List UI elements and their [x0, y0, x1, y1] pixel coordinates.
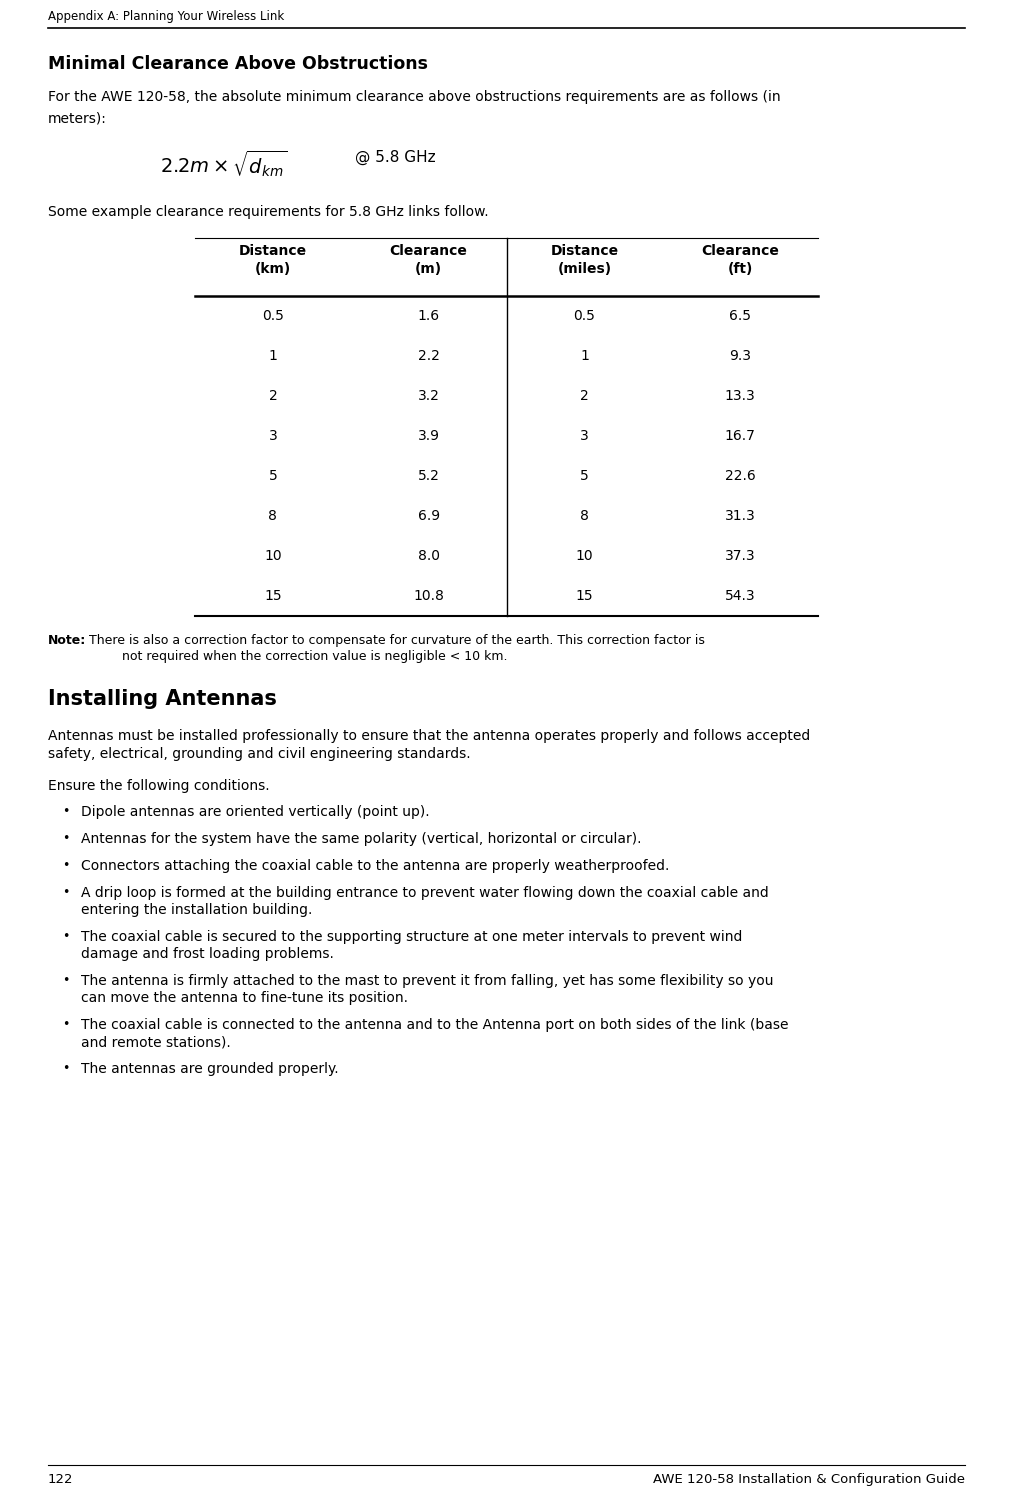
Text: Minimal Clearance Above Obstructions: Minimal Clearance Above Obstructions	[48, 56, 428, 74]
Text: •: •	[63, 833, 70, 844]
Text: 8.0: 8.0	[417, 549, 440, 562]
Text: 3: 3	[268, 429, 278, 442]
Text: 3.9: 3.9	[417, 429, 440, 442]
Text: 2.2: 2.2	[417, 350, 440, 363]
Text: 13.3: 13.3	[724, 388, 756, 404]
Text: $2.2m \times \sqrt{d_{km}}$: $2.2m \times \sqrt{d_{km}}$	[160, 148, 288, 178]
Text: 15: 15	[264, 590, 282, 603]
Text: Dipole antennas are oriented vertically (point up).: Dipole antennas are oriented vertically …	[81, 806, 430, 819]
Text: 31.3: 31.3	[724, 509, 756, 524]
Text: 122: 122	[48, 1473, 74, 1486]
Text: 10: 10	[575, 549, 594, 562]
Text: damage and frost loading problems.: damage and frost loading problems.	[81, 946, 334, 962]
Text: •: •	[63, 1062, 70, 1076]
Text: Clearance
(m): Clearance (m)	[390, 244, 468, 276]
Text: •: •	[63, 930, 70, 944]
Text: not required when the correction value is negligible < 10 km.: not required when the correction value i…	[122, 650, 508, 663]
Text: 0.5: 0.5	[573, 309, 596, 322]
Text: entering the installation building.: entering the installation building.	[81, 903, 312, 916]
Text: The coaxial cable is secured to the supporting structure at one meter intervals : The coaxial cable is secured to the supp…	[81, 930, 743, 944]
Text: •: •	[63, 1019, 70, 1031]
Text: The antenna is firmly attached to the mast to prevent it from falling, yet has s: The antenna is firmly attached to the ma…	[81, 974, 774, 988]
Text: safety, electrical, grounding and civil engineering standards.: safety, electrical, grounding and civil …	[48, 747, 471, 760]
Text: can move the antenna to fine-tune its position.: can move the antenna to fine-tune its po…	[81, 992, 408, 1005]
Text: 15: 15	[575, 590, 594, 603]
Text: 16.7: 16.7	[724, 429, 756, 442]
Text: Antennas for the system have the same polarity (vertical, horizontal or circular: Antennas for the system have the same po…	[81, 833, 641, 846]
Text: 8: 8	[579, 509, 589, 524]
Text: @ 5.8 GHz: @ 5.8 GHz	[355, 150, 436, 165]
Text: Appendix A: Planning Your Wireless Link: Appendix A: Planning Your Wireless Link	[48, 10, 285, 22]
Text: 5: 5	[580, 470, 589, 483]
Text: Distance
(km): Distance (km)	[239, 244, 307, 276]
Text: 10: 10	[264, 549, 282, 562]
Text: 37.3: 37.3	[725, 549, 756, 562]
Text: Distance
(miles): Distance (miles)	[550, 244, 619, 276]
Text: 2: 2	[268, 388, 278, 404]
Text: The antennas are grounded properly.: The antennas are grounded properly.	[81, 1062, 338, 1076]
Text: 10.8: 10.8	[413, 590, 444, 603]
Text: 9.3: 9.3	[729, 350, 751, 363]
Text: Antennas must be installed professionally to ensure that the antenna operates pr: Antennas must be installed professionall…	[48, 729, 810, 742]
Text: A drip loop is formed at the building entrance to prevent water flowing down the: A drip loop is formed at the building en…	[81, 886, 769, 900]
Text: 6.9: 6.9	[417, 509, 440, 524]
Text: 0.5: 0.5	[262, 309, 284, 322]
Text: Note:: Note:	[48, 634, 86, 646]
Text: For the AWE 120-58, the absolute minimum clearance above obstructions requiremen: For the AWE 120-58, the absolute minimum…	[48, 90, 781, 104]
Text: 6.5: 6.5	[729, 309, 751, 322]
Text: Some example clearance requirements for 5.8 GHz links follow.: Some example clearance requirements for …	[48, 206, 488, 219]
Text: 5.2: 5.2	[417, 470, 440, 483]
Text: There is also a correction factor to compensate for curvature of the earth. This: There is also a correction factor to com…	[85, 634, 705, 646]
Text: AWE 120-58 Installation & Configuration Guide: AWE 120-58 Installation & Configuration …	[653, 1473, 965, 1486]
Text: 22.6: 22.6	[724, 470, 756, 483]
Text: 54.3: 54.3	[725, 590, 756, 603]
Text: 1: 1	[268, 350, 278, 363]
Text: •: •	[63, 886, 70, 898]
Text: 1: 1	[579, 350, 589, 363]
Text: Connectors attaching the coaxial cable to the antenna are properly weatherproofe: Connectors attaching the coaxial cable t…	[81, 859, 670, 873]
Text: Installing Antennas: Installing Antennas	[48, 688, 277, 709]
Text: 5: 5	[268, 470, 278, 483]
Text: 3: 3	[580, 429, 589, 442]
Text: Ensure the following conditions.: Ensure the following conditions.	[48, 778, 269, 794]
Text: meters):: meters):	[48, 112, 107, 126]
Text: 8: 8	[268, 509, 278, 524]
Text: The coaxial cable is connected to the antenna and to the Antenna port on both si: The coaxial cable is connected to the an…	[81, 1019, 788, 1032]
Text: Clearance
(ft): Clearance (ft)	[701, 244, 779, 276]
Text: 3.2: 3.2	[417, 388, 440, 404]
Text: •: •	[63, 806, 70, 818]
Text: and remote stations).: and remote stations).	[81, 1035, 231, 1048]
Text: 2: 2	[580, 388, 589, 404]
Text: •: •	[63, 859, 70, 871]
Text: •: •	[63, 974, 70, 987]
Text: 1.6: 1.6	[417, 309, 440, 322]
